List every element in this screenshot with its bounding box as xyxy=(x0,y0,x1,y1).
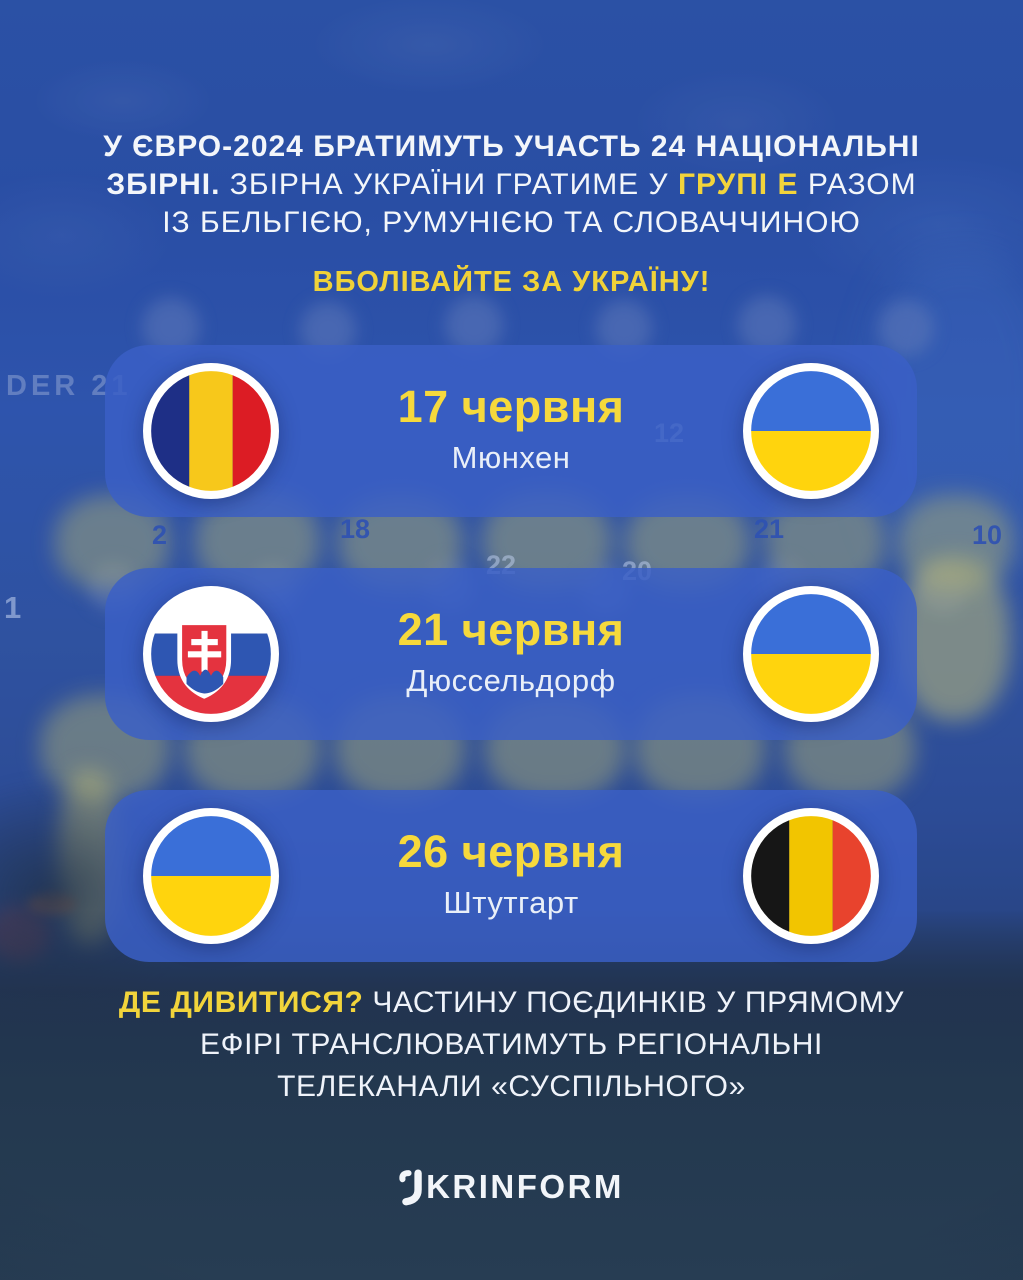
ukrinform-logo-text: KRINFORM xyxy=(426,1168,624,1205)
grass-band xyxy=(0,910,1023,1280)
match-date: 21 червня xyxy=(397,603,625,655)
ukrinform-logo: KRINFORM xyxy=(0,1168,1023,1206)
match-info-2: 21 червня Дюссельдорф xyxy=(279,604,743,705)
headline-line-1: У ЄВРО-2024 БРАТИМУТЬ УЧАСТЬ 24 НАЦІОНАЛ… xyxy=(103,130,920,163)
background-jersey-number: 21 xyxy=(754,514,784,545)
where-to-watch-block: ДЕ ДИВИТИСЯ? ЧАСТИНУ ПОЄДИНКІВ У ПРЯМОМУ… xyxy=(0,982,1023,1108)
headline-block: У ЄВРО-2024 БРАТИМУТЬ УЧАСТЬ 24 НАЦІОНАЛ… xyxy=(0,128,1023,301)
match-date: 17 червня xyxy=(397,380,625,432)
background-jersey-number: 2 xyxy=(152,520,167,551)
match-card-1: 17 червня Мюнхен xyxy=(105,345,917,517)
match-info-1: 17 червня Мюнхен xyxy=(279,381,743,482)
flag-slovakia-icon xyxy=(143,586,279,722)
background-jersey-number: 18 xyxy=(340,514,370,545)
flag-ukraine-icon xyxy=(143,808,279,944)
match-city: Штутгарт xyxy=(443,884,579,920)
match-info-3: 26 червня Штутгарт xyxy=(279,826,743,927)
match-date: 26 червня xyxy=(397,825,625,877)
flag-ukraine-icon xyxy=(743,363,879,499)
footer-line-3: ТЕЛЕКАНАЛИ «СУСПІЛЬНОГО» xyxy=(277,1070,746,1103)
ukrinform-u-mark-icon xyxy=(399,1169,422,1206)
background-jersey-number: 10 xyxy=(972,520,1002,551)
match-city: Дюссельдорф xyxy=(406,662,616,698)
headline-line-3: ІЗ БЕЛЬГІЄЮ, РУМУНІЄЮ ТА СЛОВАЧЧИНОЮ xyxy=(162,206,861,239)
match-card-3: 26 червня Штутгарт xyxy=(105,790,917,962)
where-to-watch-label: ДЕ ДИВИТИСЯ? xyxy=(118,986,364,1019)
headline-line-2: ЗБІРНІ. ЗБІРНА УКРАЇНИ ГРАТИМЕ У ГРУПІ Е… xyxy=(106,168,917,201)
flag-romania-icon xyxy=(143,363,279,499)
support-slogan: ВБОЛІВАЙТЕ ЗА УКРАЇНУ! xyxy=(312,266,711,298)
footer-line-2: ЕФІРІ ТРАНСЛЮВАТИМУТЬ РЕГІОНАЛЬНІ xyxy=(200,1028,823,1061)
group-e-highlight: ГРУПІ Е xyxy=(677,168,799,201)
flag-belgium-icon xyxy=(743,808,879,944)
match-card-2: 21 червня Дюссельдорф xyxy=(105,568,917,740)
match-city: Мюнхен xyxy=(451,439,571,475)
background-jersey-number: 1 xyxy=(4,590,21,626)
footer-line-1: ДЕ ДИВИТИСЯ? ЧАСТИНУ ПОЄДИНКІВ У ПРЯМОМУ xyxy=(118,986,905,1019)
flag-ukraine-icon xyxy=(743,586,879,722)
